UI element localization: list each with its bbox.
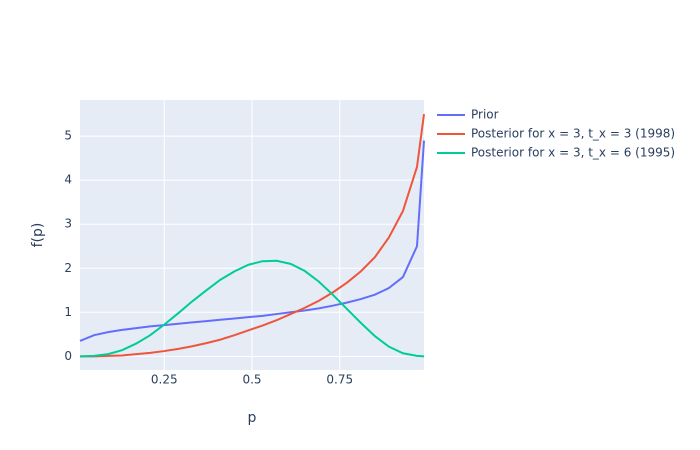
y-tick-label: 2 bbox=[64, 261, 72, 275]
x-tick-label: 0.75 bbox=[326, 373, 353, 387]
y-axis-title: f(p) bbox=[30, 223, 46, 248]
y-tick-label: 4 bbox=[64, 173, 72, 187]
y-tick-label: 1 bbox=[64, 305, 72, 319]
x-axis-title: p bbox=[248, 410, 257, 426]
legend-label: Posterior for x = 3, t_x = 3 (1998) bbox=[471, 127, 675, 141]
y-tick-label: 3 bbox=[64, 217, 72, 231]
line-series bbox=[79, 140, 425, 342]
line-series bbox=[79, 259, 425, 358]
y-tick-label: 0 bbox=[64, 349, 72, 363]
legend-label: Prior bbox=[471, 108, 499, 122]
line-series bbox=[80, 113, 425, 358]
legend-label: Posterior for x = 3, t_x = 6 (1995) bbox=[471, 146, 675, 160]
y-tick-label: 5 bbox=[64, 129, 72, 143]
x-tick-label: 0.25 bbox=[151, 373, 178, 387]
x-tick-label: 0.5 bbox=[242, 373, 261, 387]
